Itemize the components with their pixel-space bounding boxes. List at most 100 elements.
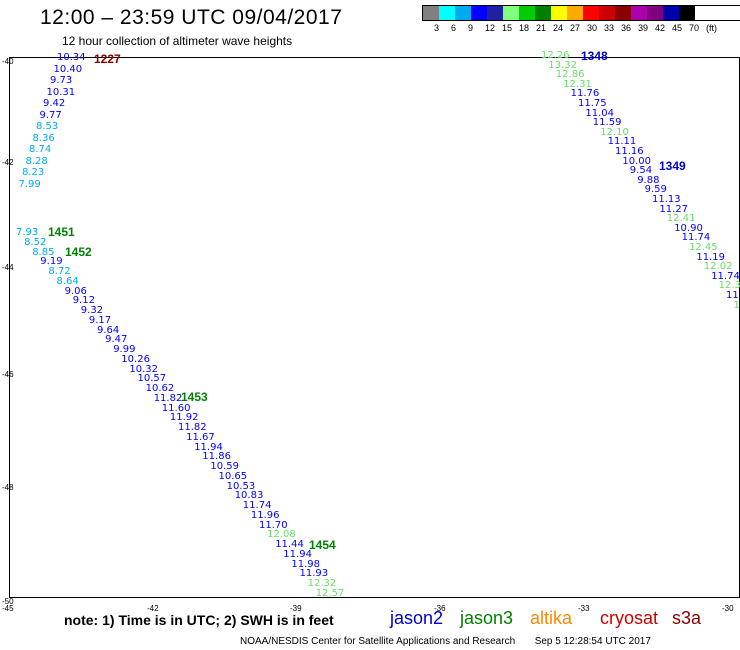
credit-timestamp: Sep 5 12:28:54 UTC 2017 (534, 636, 651, 647)
wave-height-point: 12.32 (307, 578, 337, 589)
legend-swatch (423, 6, 439, 20)
wave-height-point: 10.32 (129, 363, 159, 375)
legend-label: 45 (672, 23, 683, 33)
wave-height-point: 9.88 (637, 174, 660, 186)
wave-height-point: 8.74 (29, 144, 52, 155)
wave-height-point: 11.74 (711, 270, 740, 282)
wave-height-point: 9.64 (97, 324, 120, 336)
legend-label: 70 (689, 23, 700, 33)
wave-height-point: 11.82 (178, 422, 207, 433)
wave-height-point: 10.34 (57, 52, 86, 63)
legend-swatch (663, 6, 679, 20)
wave-height-point: 7.99 (18, 178, 41, 190)
wave-height-point: 11.74 (242, 500, 272, 511)
lon-label: -45 (2, 604, 14, 613)
footer-note: note: 1) Time is in UTC; 2) SWH is in fe… (64, 612, 334, 628)
lat-label: -40 (2, 57, 14, 66)
wave-height-point: 11.7 (726, 290, 740, 301)
wave-height-point: 11.60 (161, 402, 191, 414)
legend-label: 3 (434, 23, 440, 33)
wave-height-point: 11.94 (194, 441, 223, 453)
wave-height-point: 9.42 (43, 98, 66, 109)
wave-height-point: 8.23 (22, 167, 45, 178)
legend-label: 24 (553, 23, 564, 33)
color-legend: 3 6 9 12 15 18 21 24 27 30 33 36 39 42 45 70 (ft) (422, 5, 740, 33)
legend-label: 15 (502, 23, 513, 33)
wave-height-point: 12.86 (555, 69, 585, 81)
wave-height-point: 11.76 (570, 88, 600, 100)
wave-height-point: 11.94 (283, 548, 312, 560)
satellite-label: altika (530, 608, 573, 628)
lat-label: -48 (2, 483, 14, 492)
legend-swatch (503, 6, 519, 20)
wave-height-point: 8.72 (48, 266, 71, 277)
legend-label: 6 (451, 23, 457, 33)
wave-height-point: 10.59 (210, 461, 240, 472)
lat-label: -46 (2, 370, 14, 379)
lon-label: -39 (290, 604, 302, 613)
wave-height-point: 7.93 (16, 227, 39, 238)
legend-swatch (615, 6, 631, 20)
legend-swatch (551, 6, 567, 20)
map-plot-area[interactable]: 10.34 10.40 9.73 10.31 9.42 9.77 8.53 8.36 8.74 8… (9, 49, 740, 599)
page-title: 12:00 – 23:59 UTC 09/04/2017 (40, 6, 343, 29)
wave-height-point: 10.57 (137, 373, 167, 385)
lon-label: -42 (147, 604, 159, 613)
wave-height-point: 10.31 (46, 86, 76, 98)
wave-height-point: 9.12 (72, 295, 95, 307)
wave-height-point: 9.06 (64, 285, 87, 297)
legend-label: 36 (621, 23, 632, 33)
wave-height-point: 11.75 (578, 98, 607, 109)
lat-label: -44 (2, 263, 14, 272)
legend-swatch (535, 6, 551, 20)
legend-label: 30 (587, 23, 598, 33)
wave-height-point: 12.41 (666, 213, 696, 225)
wave-height-point: 8.36 (32, 132, 55, 144)
wave-height-point: 8.28 (25, 155, 48, 167)
legend-swatch (471, 6, 487, 20)
wave-height-point: 9.17 (88, 314, 112, 326)
wave-height-point: 12.31 (563, 78, 592, 90)
wave-height-point: 9.99 (113, 344, 136, 355)
wave-height-point: 10.65 (218, 470, 248, 482)
wave-height-point: 11.93 (299, 568, 329, 580)
legend-swatch (631, 6, 647, 20)
satellite-label: cryosat (600, 608, 659, 628)
satellite-label: s3a (672, 608, 702, 628)
wave-height-point: 11.27 (659, 203, 689, 215)
wave-height-point: 12.26 (541, 50, 570, 61)
credit-line: NOAA/NESDIS Center for Satellite Applica… (240, 636, 651, 647)
legend-swatch (487, 6, 503, 20)
legend-label: 21 (536, 23, 547, 33)
pass-id-label: 1227 (94, 52, 121, 66)
legend-swatch (439, 6, 455, 20)
page-subtitle: 12 hour collection of altimeter wave hei… (62, 34, 293, 48)
wave-height-point: 10.53 (226, 480, 256, 492)
legend-label: 39 (638, 23, 649, 33)
wave-height-point: 11.16 (615, 146, 644, 157)
wave-height-point: 11.74 (681, 232, 711, 244)
wave-height-point: 9.47 (105, 334, 128, 346)
wave-height-point: 12.02 (703, 261, 733, 273)
wave-height-point: 9.32 (80, 305, 104, 316)
wave-height-point: 10.40 (53, 63, 83, 75)
legend-label: 9 (468, 23, 474, 33)
legend-swatch (583, 6, 599, 20)
legend-label: 12 (485, 23, 496, 33)
pass-id-label: 1452 (65, 245, 92, 259)
legend-label: (ft) (706, 23, 717, 33)
lat-label: -50 (2, 597, 14, 606)
wave-height-point: 9.59 (644, 184, 667, 196)
legend-swatch (567, 6, 583, 20)
legend-labels: 3 6 9 12 15 18 21 24 27 30 33 36 39 42 45 70 (ft) (422, 21, 740, 33)
wave-height-point: 8.64 (56, 275, 79, 287)
legend-label: 18 (519, 23, 530, 33)
wave-height-point: 12.57 (315, 587, 345, 599)
lat-label: -42 (2, 158, 14, 167)
pass-id-label: 1453 (181, 390, 208, 404)
wave-height-point: 11.44 (275, 539, 304, 550)
wave-height-point: 13.32 (548, 59, 578, 71)
wave-height-point: 11.82 (153, 392, 183, 404)
wave-height-point: 11.04 (585, 107, 615, 119)
wave-height-point: 8.85 (32, 246, 55, 258)
